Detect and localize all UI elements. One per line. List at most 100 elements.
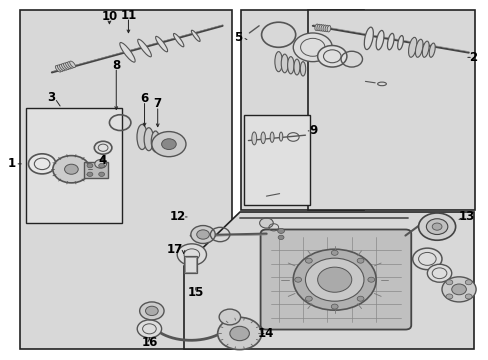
Polygon shape <box>183 212 473 348</box>
Text: 17: 17 <box>167 243 183 256</box>
Ellipse shape <box>191 30 200 41</box>
Circle shape <box>445 294 452 299</box>
Circle shape <box>451 284 466 295</box>
Circle shape <box>219 309 240 325</box>
Ellipse shape <box>316 24 320 31</box>
Text: 2: 2 <box>468 51 476 64</box>
Text: 11: 11 <box>120 9 136 22</box>
Ellipse shape <box>325 25 328 32</box>
Text: 1: 1 <box>7 157 16 170</box>
Circle shape <box>367 277 374 282</box>
Ellipse shape <box>144 128 153 151</box>
Circle shape <box>53 156 90 183</box>
Ellipse shape <box>422 41 428 57</box>
Circle shape <box>305 258 312 263</box>
Ellipse shape <box>281 54 287 73</box>
Text: 16: 16 <box>141 336 157 348</box>
Circle shape <box>317 267 351 292</box>
Ellipse shape <box>326 26 330 32</box>
Circle shape <box>305 296 312 301</box>
Ellipse shape <box>251 132 256 145</box>
Ellipse shape <box>428 43 434 57</box>
Ellipse shape <box>158 134 166 153</box>
Ellipse shape <box>60 64 65 71</box>
Circle shape <box>465 280 471 285</box>
Bar <box>83 162 108 178</box>
Circle shape <box>87 163 93 168</box>
Ellipse shape <box>138 39 151 57</box>
Bar <box>184 257 195 272</box>
Ellipse shape <box>261 132 265 144</box>
Ellipse shape <box>407 37 416 57</box>
Circle shape <box>305 258 363 301</box>
Circle shape <box>445 280 452 285</box>
Circle shape <box>278 235 284 239</box>
Ellipse shape <box>137 125 147 149</box>
Ellipse shape <box>173 33 183 47</box>
Ellipse shape <box>61 64 67 70</box>
Circle shape <box>140 302 163 320</box>
Ellipse shape <box>57 65 63 71</box>
Ellipse shape <box>415 39 422 57</box>
Ellipse shape <box>151 131 160 152</box>
Text: 6: 6 <box>140 92 148 105</box>
Ellipse shape <box>165 138 172 154</box>
Circle shape <box>64 164 78 174</box>
Bar <box>244 116 310 205</box>
Circle shape <box>217 318 261 350</box>
Circle shape <box>293 33 331 62</box>
Bar <box>26 108 122 223</box>
Ellipse shape <box>155 36 167 52</box>
Ellipse shape <box>55 66 61 72</box>
Ellipse shape <box>318 24 322 31</box>
FancyBboxPatch shape <box>260 229 410 329</box>
Ellipse shape <box>120 42 135 62</box>
Ellipse shape <box>364 27 373 50</box>
Circle shape <box>229 326 249 341</box>
Bar <box>183 256 197 273</box>
Circle shape <box>323 50 340 63</box>
Circle shape <box>441 277 475 302</box>
Text: 12: 12 <box>169 211 185 224</box>
Ellipse shape <box>300 62 305 76</box>
Ellipse shape <box>375 31 383 50</box>
Ellipse shape <box>70 61 75 68</box>
Ellipse shape <box>274 51 282 72</box>
Bar <box>20 10 232 348</box>
Circle shape <box>259 218 273 228</box>
Text: 13: 13 <box>458 211 474 224</box>
Circle shape <box>418 213 455 240</box>
Text: 9: 9 <box>308 124 317 138</box>
Circle shape <box>293 249 375 310</box>
Circle shape <box>330 250 337 255</box>
Circle shape <box>412 248 441 270</box>
Circle shape <box>427 264 451 282</box>
Circle shape <box>28 154 56 174</box>
Text: 4: 4 <box>98 154 106 167</box>
Ellipse shape <box>270 132 273 142</box>
Circle shape <box>137 320 161 338</box>
Circle shape <box>152 132 185 157</box>
Circle shape <box>317 45 346 67</box>
Circle shape <box>99 163 104 168</box>
Bar <box>307 10 474 211</box>
Text: 14: 14 <box>257 327 273 340</box>
Ellipse shape <box>65 62 71 69</box>
Circle shape <box>277 228 284 233</box>
Circle shape <box>330 304 337 309</box>
Text: 3: 3 <box>47 91 55 104</box>
Circle shape <box>356 258 363 263</box>
Bar <box>241 10 363 211</box>
Text: 8: 8 <box>112 59 120 72</box>
Circle shape <box>177 244 206 265</box>
Circle shape <box>95 159 106 168</box>
Ellipse shape <box>320 25 324 31</box>
Text: 5: 5 <box>234 31 242 44</box>
Ellipse shape <box>386 33 393 50</box>
Ellipse shape <box>63 63 69 69</box>
Circle shape <box>431 223 441 230</box>
Ellipse shape <box>287 57 293 74</box>
Circle shape <box>34 158 50 170</box>
Circle shape <box>294 277 301 282</box>
Ellipse shape <box>293 59 299 75</box>
